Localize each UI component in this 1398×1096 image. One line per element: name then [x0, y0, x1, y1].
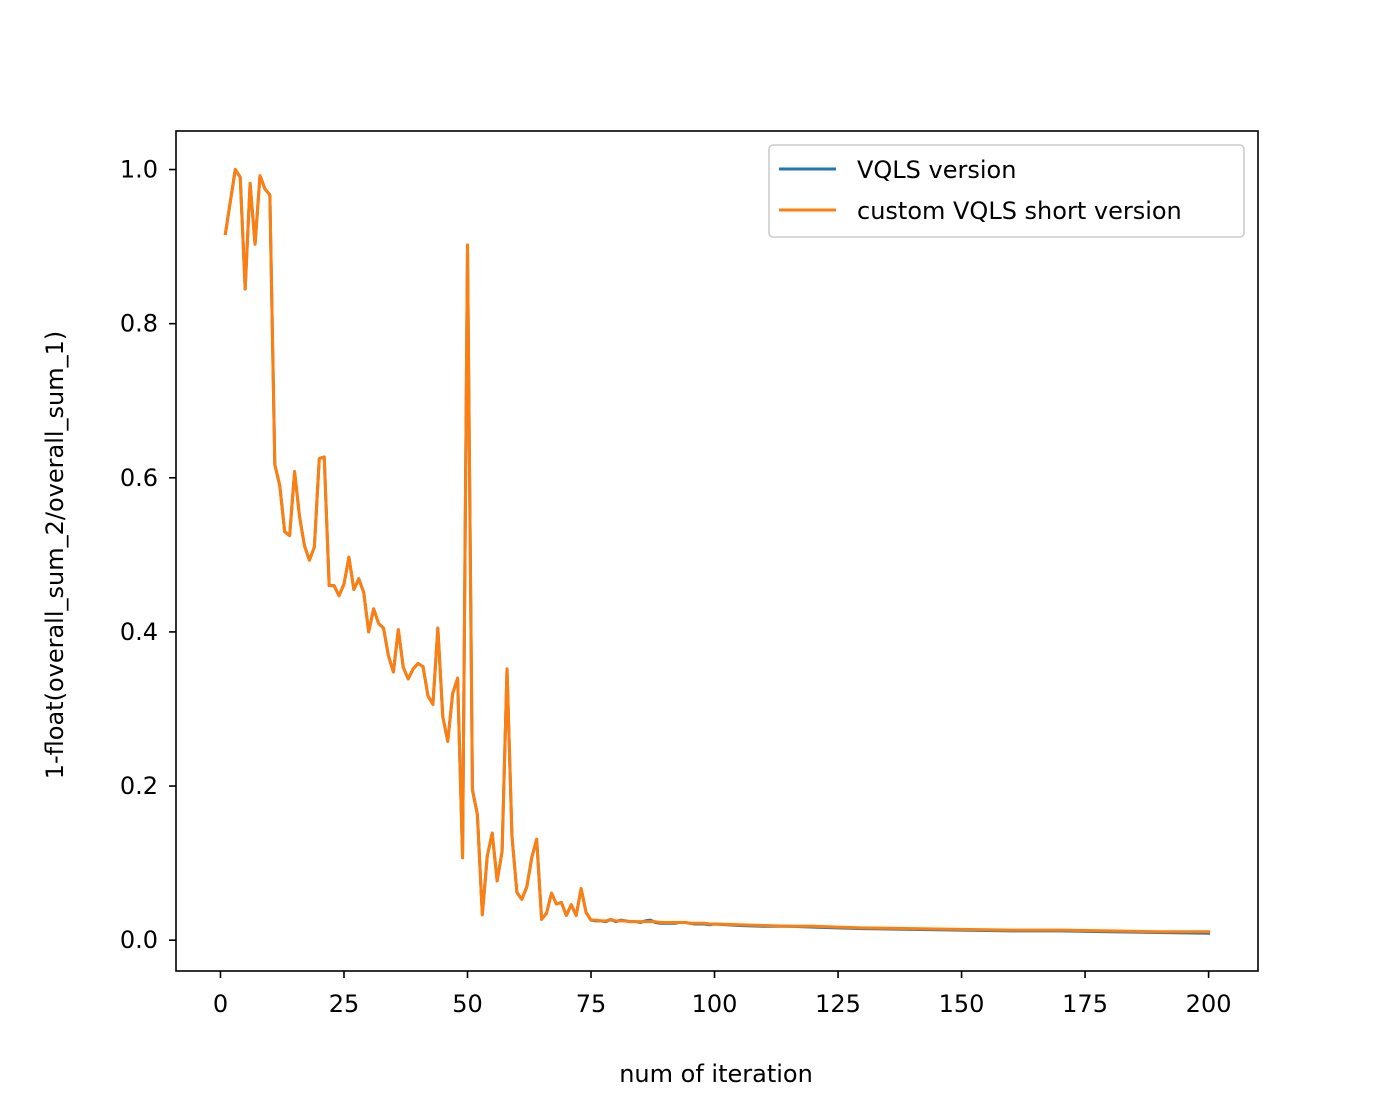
x-tick-label: 50	[452, 990, 483, 1018]
legend-label-2: custom VQLS short version	[857, 197, 1182, 225]
series-line-2	[223, 168, 1211, 934]
y-tick-label: 1.0	[120, 156, 158, 184]
x-tick-label: 25	[329, 990, 360, 1018]
x-tick-label: 200	[1186, 990, 1232, 1018]
legend: VQLS version custom VQLS short version	[768, 144, 1245, 238]
y-tick-label: 0.2	[120, 772, 158, 800]
x-axis-label: num of iteration	[619, 1060, 813, 1088]
y-tick-label: 0.0	[120, 926, 158, 954]
y-axis-label: 1-float(overall_sum_2/overall_sum_1)	[41, 331, 69, 780]
plot-area	[175, 130, 1259, 972]
x-tick-label: 100	[692, 990, 738, 1018]
axes-frame	[175, 130, 1259, 972]
x-tick-label: 75	[576, 990, 607, 1018]
y-tick-label: 0.8	[120, 310, 158, 338]
y-tick-label: 0.6	[120, 464, 158, 492]
x-tick-label: 150	[939, 990, 985, 1018]
y-tick-label: 0.4	[120, 618, 158, 646]
x-tick-label: 175	[1062, 990, 1108, 1018]
x-axis: 0 25 50 75 100 125 150 175 200	[213, 971, 1232, 1018]
x-tick-label: 0	[213, 990, 228, 1018]
y-axis: 0.0 0.2 0.4 0.6 0.8 1.0	[120, 156, 176, 954]
x-tick-label: 125	[815, 990, 861, 1018]
legend-label-1: VQLS version	[857, 156, 1016, 184]
legend-box	[768, 144, 1245, 238]
